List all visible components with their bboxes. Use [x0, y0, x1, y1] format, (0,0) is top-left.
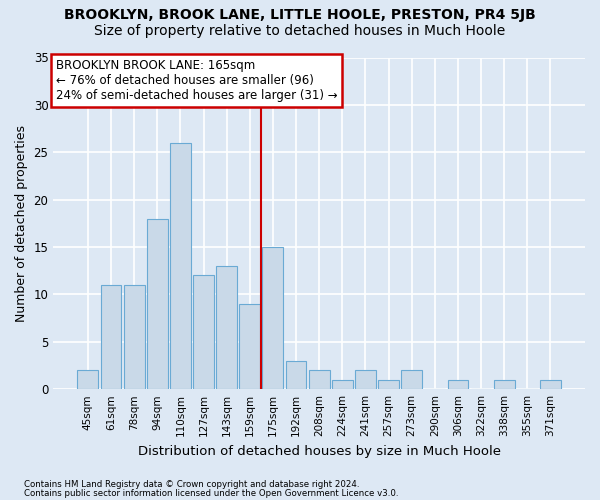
- Bar: [101, 285, 121, 389]
- Text: BROOKLYN BROOK LANE: 165sqm
← 76% of detached houses are smaller (96)
24% of sem: BROOKLYN BROOK LANE: 165sqm ← 76% of det…: [56, 59, 338, 102]
- Text: Contains public sector information licensed under the Open Government Licence v3: Contains public sector information licen…: [24, 489, 398, 498]
- Bar: [355, 370, 376, 389]
- Bar: [378, 380, 399, 389]
- X-axis label: Distribution of detached houses by size in Much Hoole: Distribution of detached houses by size …: [137, 444, 500, 458]
- Bar: [494, 380, 515, 389]
- Bar: [309, 370, 329, 389]
- Text: BROOKLYN, BROOK LANE, LITTLE HOOLE, PRESTON, PR4 5JB: BROOKLYN, BROOK LANE, LITTLE HOOLE, PRES…: [64, 8, 536, 22]
- Bar: [448, 380, 469, 389]
- Y-axis label: Number of detached properties: Number of detached properties: [15, 125, 28, 322]
- Bar: [77, 370, 98, 389]
- Bar: [147, 218, 167, 389]
- Bar: [170, 143, 191, 389]
- Bar: [540, 380, 561, 389]
- Bar: [332, 380, 353, 389]
- Bar: [193, 276, 214, 389]
- Bar: [262, 247, 283, 389]
- Bar: [124, 285, 145, 389]
- Bar: [216, 266, 237, 389]
- Bar: [286, 361, 307, 389]
- Bar: [401, 370, 422, 389]
- Text: Size of property relative to detached houses in Much Hoole: Size of property relative to detached ho…: [94, 24, 506, 38]
- Bar: [239, 304, 260, 389]
- Text: Contains HM Land Registry data © Crown copyright and database right 2024.: Contains HM Land Registry data © Crown c…: [24, 480, 359, 489]
